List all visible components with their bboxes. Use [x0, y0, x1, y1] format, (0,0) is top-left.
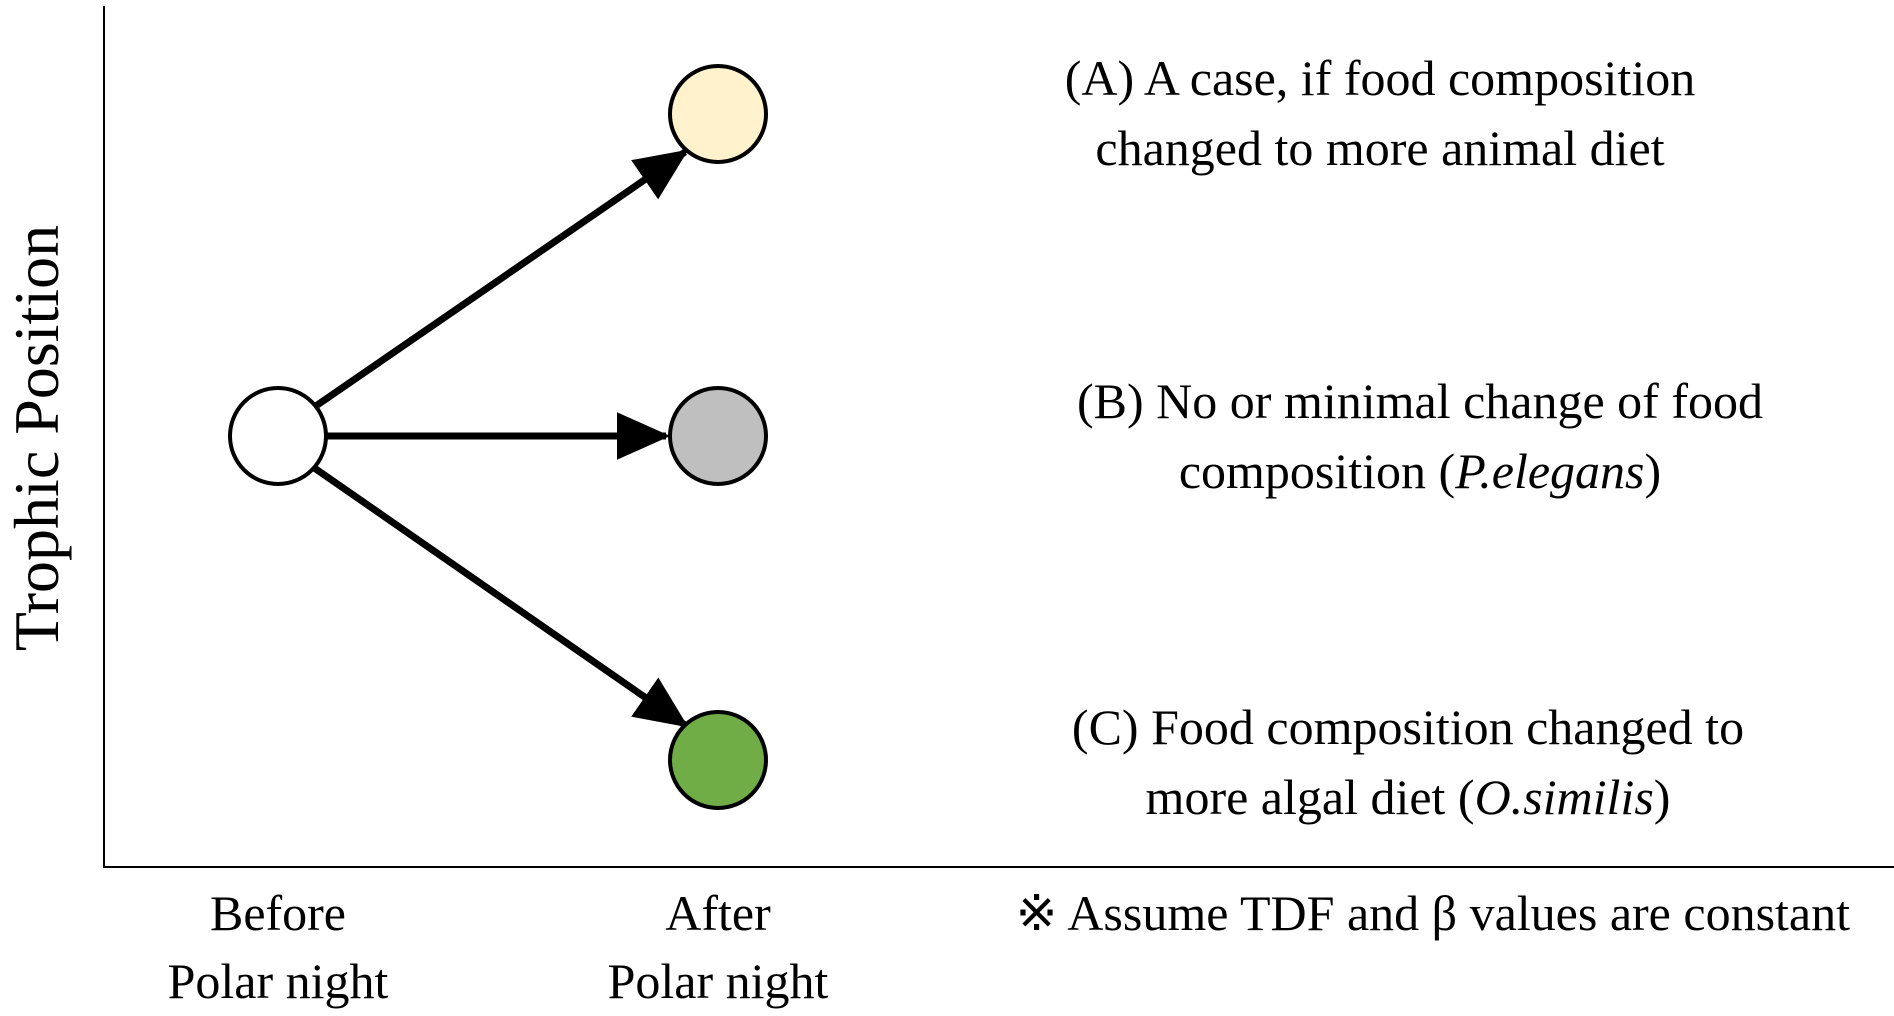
arrow-to-case-c: [308, 462, 689, 728]
case-a-node: [668, 64, 768, 164]
case-c-line1: (C) Food composition changed to: [1072, 699, 1744, 755]
case-b-line2: composition (P.elegans): [1179, 443, 1661, 499]
x-label-after-line1: After: [665, 885, 771, 941]
x-label-before-line2: Polar night: [168, 953, 389, 1009]
x-label-before-line1: Before: [210, 885, 346, 941]
x-label-after-line2: Polar night: [608, 953, 829, 1009]
assumption-note: ※ Assume TDF and β values are constant: [1016, 885, 1850, 941]
case-c-node: [668, 710, 768, 810]
case-a-line2: changed to more animal diet: [1095, 120, 1664, 176]
arrow-to-case-a: [308, 149, 689, 413]
case-c-line2: more algal diet (O.similis): [1146, 769, 1671, 825]
case-b-line1: (B) No or minimal change of food: [1077, 373, 1763, 429]
case-a-line1: (A) A case, if food composition: [1065, 50, 1695, 106]
before-polar-night-node: [228, 386, 328, 486]
case-b-node: [668, 386, 768, 486]
y-axis-label: Trophic Position: [1, 225, 72, 651]
